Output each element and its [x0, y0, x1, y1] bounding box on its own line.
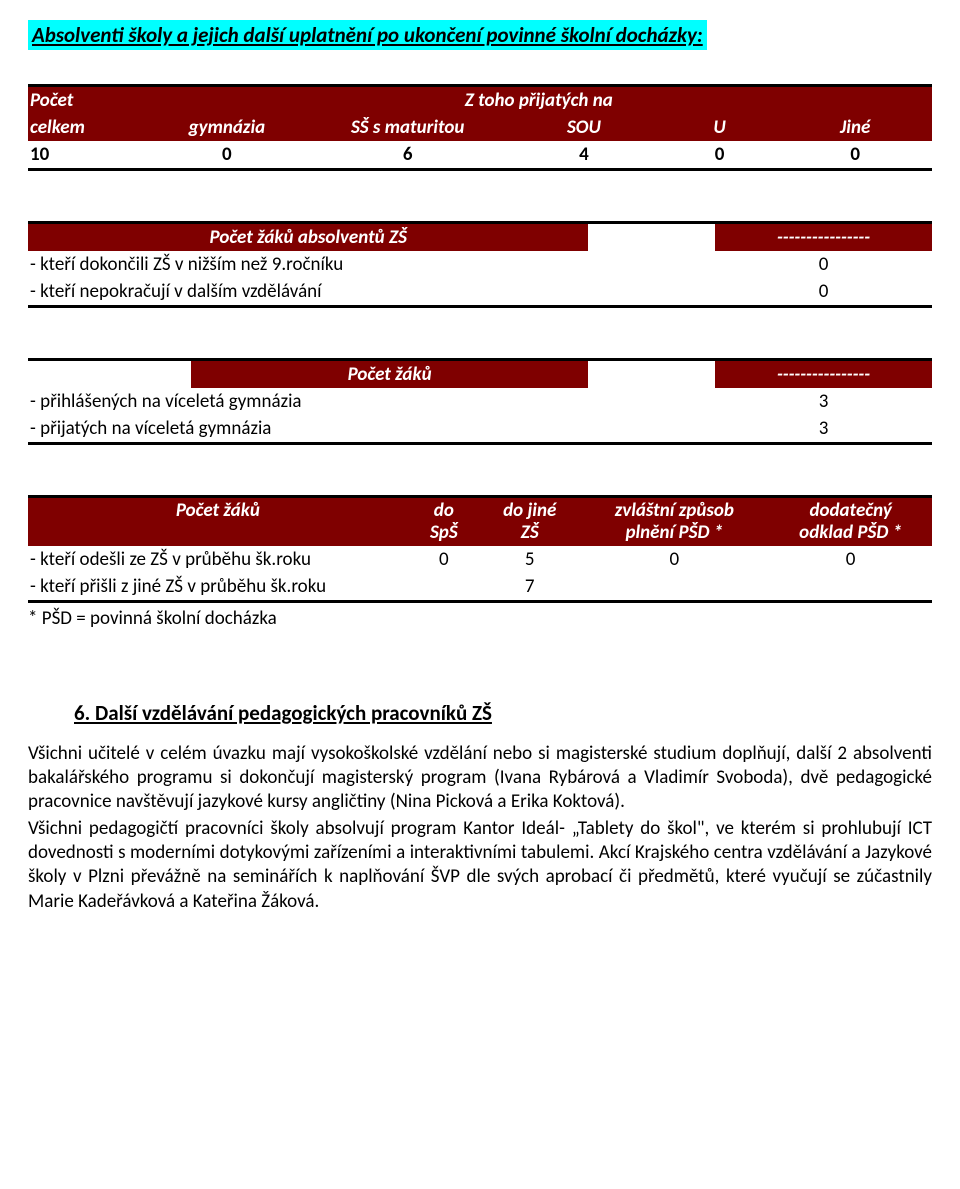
td-label: - kteří odešli ze ZŠ v průběhu šk.roku	[28, 546, 408, 573]
th-ss: SŠ s maturitou	[308, 114, 507, 141]
td: 4	[507, 141, 661, 170]
table-absolventu-zs: Počet žáků absolventů ZŠ ---------------…	[28, 221, 932, 308]
th: Počet žáků	[191, 360, 589, 389]
td: 0	[146, 141, 309, 170]
td: 7	[480, 573, 579, 602]
footnote: * PŠD = povinná školní docházka	[28, 607, 932, 630]
td: 0	[778, 141, 932, 170]
th-ztoho: Z toho přijatých na	[146, 86, 932, 115]
section-title: Absolventi školy a jejich další uplatněn…	[28, 20, 707, 50]
td-label: - kteří nepokračují v dalším vzdělávání	[28, 278, 588, 307]
paragraph: Všichni učitelé v celém úvazku mají vyso…	[28, 742, 932, 815]
th: Počet žáků	[28, 497, 408, 546]
section-6-heading: 6. Další vzdělávání pedagogických pracov…	[74, 700, 932, 726]
th: do jinéZŠ	[480, 497, 579, 546]
th-gymnazia: gymnázia	[146, 114, 309, 141]
th-sou: SOU	[507, 114, 661, 141]
td-val: 0	[715, 278, 932, 307]
td-label: - přihlášených na víceletá gymnázia	[28, 388, 588, 415]
th: doSpŠ	[408, 497, 480, 546]
table-pohyb: Počet žáků doSpŠ do jinéZŠ zvláštní způs…	[28, 495, 932, 603]
th: zvláštní způsobplnění PŠD *	[579, 497, 769, 546]
td: 0	[769, 546, 932, 573]
td-label: - kteří přišli z jiné ZŠ v průběhu šk.ro…	[28, 573, 408, 602]
th-u: U	[661, 114, 779, 141]
table-graduates: Počet Z toho přijatých na celkem gymnázi…	[28, 84, 932, 171]
paragraph: Všichni pedagogičtí pracovníci školy abs…	[28, 817, 932, 914]
td: 0	[579, 546, 769, 573]
th: ----------------	[715, 360, 932, 389]
td-label: - přijatých na víceletá gymnázia	[28, 415, 588, 444]
th: ----------------	[715, 223, 932, 252]
td-val: 3	[715, 388, 932, 415]
td: 5	[480, 546, 579, 573]
td-val: 0	[715, 251, 932, 278]
td-label: - kteří dokončili ZŠ v nižším než 9.ročn…	[28, 251, 588, 278]
table-viceleta: Počet žáků ---------------- - přihlášený…	[28, 358, 932, 445]
th-celkem: celkem	[28, 114, 146, 141]
th: Počet žáků absolventů ZŠ	[28, 223, 588, 252]
td: 6	[308, 141, 507, 170]
th-pocet: Počet	[28, 86, 146, 115]
td-val: 3	[715, 415, 932, 444]
td: 0	[408, 546, 480, 573]
th: dodatečnýodklad PŠD *	[769, 497, 932, 546]
td: 10	[28, 141, 146, 170]
td: 0	[661, 141, 779, 170]
th-jine: Jiné	[778, 114, 932, 141]
